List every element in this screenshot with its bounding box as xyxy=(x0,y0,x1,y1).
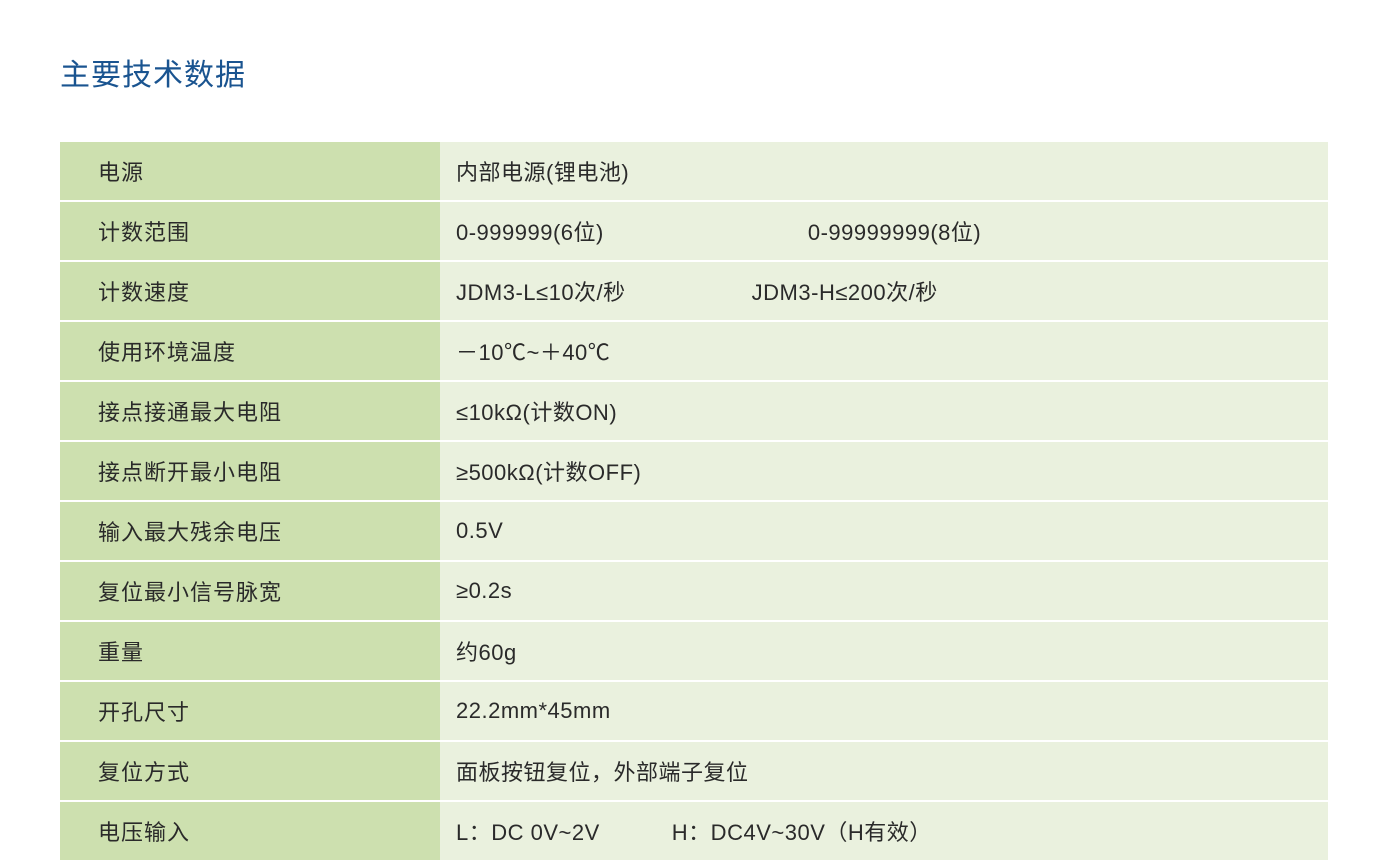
spec-value: ≥0.2s xyxy=(440,561,1328,621)
spec-value-a: ≤10kΩ(计数ON) xyxy=(456,395,617,427)
spec-value: ≤10kΩ(计数ON) xyxy=(440,381,1328,441)
spec-value-b: JDM3-H≤200次/秒 xyxy=(752,275,938,307)
spec-value-a: 0-999999(6位) xyxy=(456,215,604,247)
spec-value-a: －10℃~＋40℃ xyxy=(456,335,610,367)
section-title: 主要技术数据 xyxy=(60,50,1328,94)
spec-label: 接点断开最小电阻 xyxy=(60,441,440,501)
spec-label: 开孔尺寸 xyxy=(60,681,440,741)
spec-value: 内部电源(锂电池) xyxy=(440,142,1328,201)
spec-label: 计数范围 xyxy=(60,201,440,261)
spec-value: 面板按钮复位，外部端子复位 xyxy=(440,741,1328,801)
spec-value-a: 内部电源(锂电池) xyxy=(456,155,629,187)
spec-value-a: ≥500kΩ(计数OFF) xyxy=(456,455,641,487)
spec-value-a: 0.5V xyxy=(456,518,503,544)
spec-value: 0-999999(6位) 0-99999999(8位) xyxy=(440,201,1328,261)
spec-value: JDM3-L≤10次/秒 JDM3-H≤200次/秒 xyxy=(440,261,1328,321)
spec-value: L：DC 0V~2V H：DC4V~30V（H有效） xyxy=(440,801,1328,860)
spec-value: 约60g xyxy=(440,621,1328,681)
spec-label: 计数速度 xyxy=(60,261,440,321)
table-row: 使用环境温度 －10℃~＋40℃ xyxy=(60,321,1328,381)
spec-label: 使用环境温度 xyxy=(60,321,440,381)
table-row: 输入最大残余电压 0.5V xyxy=(60,501,1328,561)
spec-table-body: 电源内部电源(锂电池)计数范围0-999999(6位)0-99999999(8位… xyxy=(60,142,1328,860)
spec-value: 22.2mm*45mm xyxy=(440,681,1328,741)
spec-value-a: 约60g xyxy=(456,635,517,667)
table-row: 计数速度 JDM3-L≤10次/秒 JDM3-H≤200次/秒 xyxy=(60,261,1328,321)
spec-label: 电压输入 xyxy=(60,801,440,860)
spec-label: 接点接通最大电阻 xyxy=(60,381,440,441)
spec-label: 重量 xyxy=(60,621,440,681)
spec-label: 电源 xyxy=(60,142,440,201)
table-row: 电源内部电源(锂电池) xyxy=(60,142,1328,201)
spec-value-a: ≥0.2s xyxy=(456,578,512,604)
spec-value-b: 0-99999999(8位) xyxy=(808,215,981,247)
spec-label: 复位方式 xyxy=(60,741,440,801)
table-row: 接点接通最大电阻 ≤10kΩ(计数ON) xyxy=(60,381,1328,441)
table-row: 接点断开最小电阻 ≥500kΩ(计数OFF) xyxy=(60,441,1328,501)
spec-label: 输入最大残余电压 xyxy=(60,501,440,561)
table-row: 重量约60g xyxy=(60,621,1328,681)
table-row: 电压输入 L：DC 0V~2V H：DC4V~30V（H有效） xyxy=(60,801,1328,860)
spec-value-a: 22.2mm*45mm xyxy=(456,698,611,724)
spec-table: 电源内部电源(锂电池)计数范围0-999999(6位)0-99999999(8位… xyxy=(60,142,1328,860)
spec-value: 0.5V xyxy=(440,501,1328,561)
spec-value-a: L：DC 0V~2V xyxy=(456,815,600,847)
table-row: 复位最小信号脉宽 ≥0.2s xyxy=(60,561,1328,621)
spec-value-a: 面板按钮复位，外部端子复位 xyxy=(456,755,749,787)
spec-value: ≥500kΩ(计数OFF) xyxy=(440,441,1328,501)
table-row: 计数范围 0-999999(6位) 0-99999999(8位) xyxy=(60,201,1328,261)
spec-label: 复位最小信号脉宽 xyxy=(60,561,440,621)
table-row: 开孔尺寸 22.2mm*45mm xyxy=(60,681,1328,741)
spec-value-a: JDM3-L≤10次/秒 xyxy=(456,275,626,307)
table-row: 复位方式面板按钮复位，外部端子复位 xyxy=(60,741,1328,801)
spec-value: －10℃~＋40℃ xyxy=(440,321,1328,381)
spec-value-b: H：DC4V~30V（H有效） xyxy=(672,815,932,847)
